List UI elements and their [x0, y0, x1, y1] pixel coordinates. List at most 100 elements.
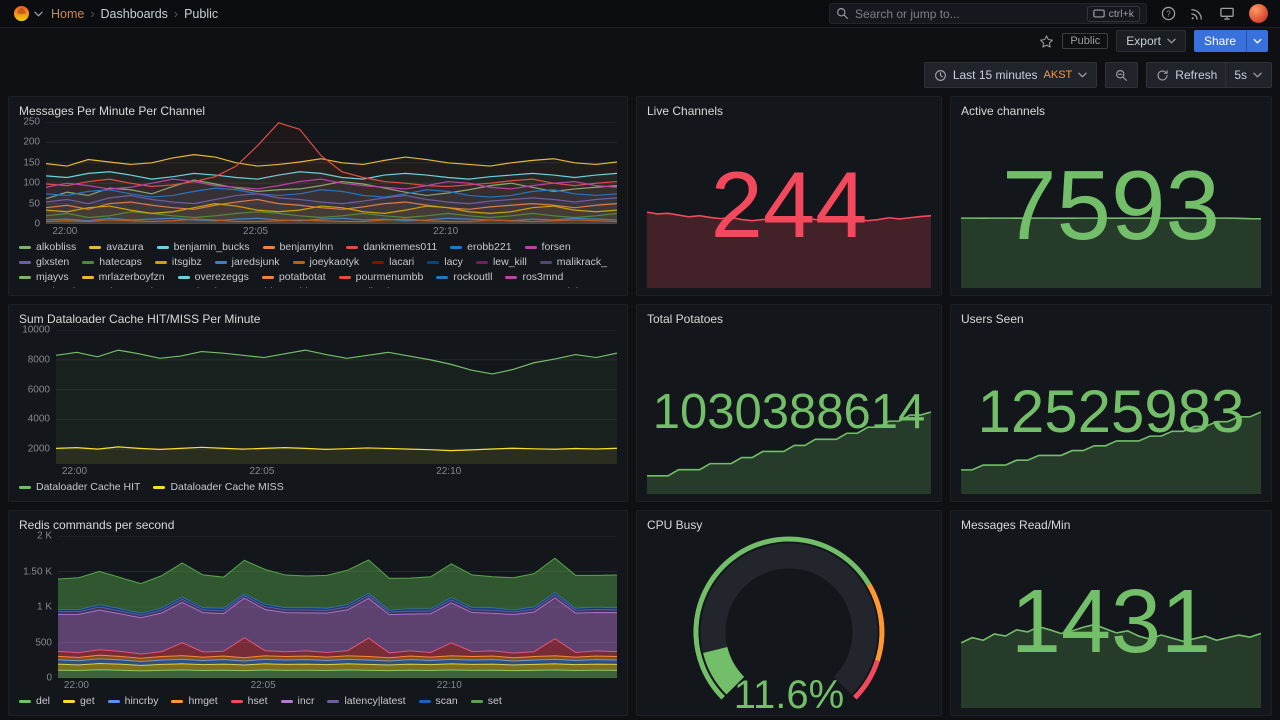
news-rss-icon[interactable] — [1190, 6, 1205, 21]
legend-item[interactable]: ros3mnd — [505, 271, 563, 284]
legend-item[interactable]: scan — [418, 695, 458, 708]
legend-label: lew_kill — [492, 256, 527, 268]
panel-title[interactable]: Messages Per Minute Per Channel — [19, 104, 206, 118]
legend-item[interactable]: pourmenumbb — [338, 271, 423, 284]
legend-item[interactable]: stableronaldo — [233, 286, 313, 288]
legend-item[interactable]: slumpgeekn — [88, 286, 162, 288]
legend-item[interactable]: dankmemes011 — [346, 241, 437, 254]
legend-item[interactable]: vedel027 — [536, 286, 596, 288]
legend-item[interactable]: sluurh — [175, 286, 221, 288]
breadcrumb-home[interactable]: Home — [51, 6, 85, 21]
avatar[interactable] — [1249, 4, 1268, 23]
panel-active-channels: Active channels 7593 — [950, 96, 1272, 296]
legend-item[interactable]: lacy — [427, 256, 463, 269]
legend-item[interactable]: get — [63, 695, 95, 708]
spark-line — [961, 412, 1261, 470]
legend-item[interactable]: rockoutll — [436, 271, 492, 284]
series-line — [58, 638, 617, 654]
y-tick-label: 4000 — [27, 413, 50, 425]
export-button[interactable]: Export — [1116, 30, 1186, 52]
share-button[interactable]: Share — [1193, 30, 1268, 52]
legend-item[interactable]: mjayvs — [19, 271, 69, 284]
monitor-icon[interactable] — [1219, 6, 1235, 21]
legend-item[interactable]: lew_kill — [475, 256, 527, 269]
legend-label: malikrack_ — [556, 256, 607, 268]
panel-title[interactable]: Messages Read/Min — [961, 518, 1071, 532]
x-tick-label: 22:10 — [436, 466, 462, 477]
legend-label: potatbotat — [278, 271, 326, 283]
refresh-button-group[interactable]: Refresh 5s — [1146, 62, 1272, 88]
legend-item[interactable]: savlortaj — [19, 286, 75, 288]
chevron-down-icon — [1253, 72, 1262, 78]
legend-label: scan — [435, 695, 458, 707]
breadcrumb-public[interactable]: Public — [184, 6, 219, 21]
legend-item[interactable]: overezeggs — [177, 271, 249, 284]
legend-item[interactable]: hincrby — [107, 695, 158, 708]
timeseries-chart: 2000 4000 6000 8000 10000 22:00 22:05 22:10 — [19, 325, 617, 478]
legend-item[interactable]: hset — [230, 695, 268, 708]
series-line — [46, 172, 617, 179]
legend-item[interactable]: benjamin_bucks — [156, 241, 250, 254]
panel-redis-commands: Redis commands per second 0 500 1 K 1.50 K 2… — [8, 510, 628, 716]
legend-item[interactable]: itsgibz — [154, 256, 202, 269]
legend-item[interactable]: glxsten — [19, 256, 69, 269]
legend-item[interactable]: Dataloader Cache MISS — [153, 481, 284, 494]
legend-swatch — [177, 276, 190, 279]
legend-item[interactable]: erobb221 — [450, 241, 512, 254]
panel-title[interactable]: Live Channels — [647, 104, 724, 118]
legend-item[interactable]: jaredsjunk — [214, 256, 280, 269]
search-box[interactable]: ctrl+k — [829, 3, 1147, 24]
legend-item[interactable]: benjamylnn — [262, 241, 333, 254]
legend-swatch — [230, 700, 243, 703]
legend-item[interactable]: incr — [280, 695, 314, 708]
help-icon[interactable]: ? — [1161, 6, 1176, 21]
legend-item[interactable]: hmget — [171, 695, 218, 708]
search-input[interactable] — [855, 6, 1081, 21]
legend-item[interactable]: del — [19, 695, 50, 708]
y-tick-label: 500 — [35, 637, 52, 648]
legend-item[interactable]: alkobliss — [19, 241, 76, 254]
legend-item[interactable]: t2x2 — [414, 286, 451, 288]
panel-title[interactable]: Total Potatoes — [647, 312, 724, 326]
legend-swatch — [261, 276, 274, 279]
legend-item[interactable]: symplimyles — [326, 286, 400, 288]
legend-item[interactable]: forsen — [524, 241, 571, 254]
legend-label: hmget — [188, 695, 218, 707]
panel-title[interactable]: Sum Dataloader Cache HIT/MISS Per Minute — [19, 312, 261, 326]
legend-item[interactable]: hatecaps — [82, 256, 142, 269]
divider — [1225, 63, 1227, 87]
share-menu-caret[interactable] — [1246, 30, 1268, 52]
series-fill — [46, 179, 617, 224]
legend-label: get — [80, 695, 95, 707]
series-line — [58, 598, 617, 618]
legend-item[interactable]: lacari — [372, 256, 414, 269]
legend-item[interactable]: teezyana — [463, 286, 523, 288]
legend-item[interactable]: malikrack_ — [539, 256, 607, 269]
legend-item[interactable]: latency|latest — [327, 695, 406, 708]
plot-area[interactable] — [56, 330, 617, 464]
legend-item[interactable]: Dataloader Cache HIT — [19, 481, 140, 494]
panel-title[interactable]: CPU Busy — [647, 518, 703, 532]
star-icon[interactable] — [1039, 34, 1054, 49]
legend-item[interactable]: joeykaotyk — [292, 256, 359, 269]
refresh-interval[interactable]: 5s — [1234, 68, 1247, 82]
plot-area[interactable] — [58, 536, 617, 678]
grafana-logo-button[interactable] — [12, 4, 43, 23]
legend-item[interactable]: potatbotat — [261, 271, 326, 284]
timezone-label: AKST — [1043, 69, 1073, 81]
legend-label: latency|latest — [344, 695, 406, 707]
legend-swatch — [171, 700, 184, 703]
time-range-label: Last 15 minutes — [952, 68, 1038, 82]
panel-title[interactable]: Active channels — [961, 104, 1046, 118]
public-tag[interactable]: Public — [1062, 33, 1109, 49]
panel-title[interactable]: Redis commands per second — [19, 518, 175, 532]
time-range-picker[interactable]: Last 15 minutes AKST — [923, 62, 1098, 88]
legend-item[interactable]: mrlazerboyfzn — [81, 271, 165, 284]
legend-item[interactable]: set — [470, 695, 502, 708]
zoom-out-button[interactable] — [1105, 62, 1139, 88]
y-tick-label: 1.50 K — [23, 566, 52, 577]
plot-area[interactable] — [46, 122, 617, 224]
breadcrumb-dashboards[interactable]: Dashboards — [100, 6, 168, 21]
panel-title[interactable]: Users Seen — [961, 312, 1024, 326]
legend-item[interactable]: avazura — [89, 241, 144, 254]
